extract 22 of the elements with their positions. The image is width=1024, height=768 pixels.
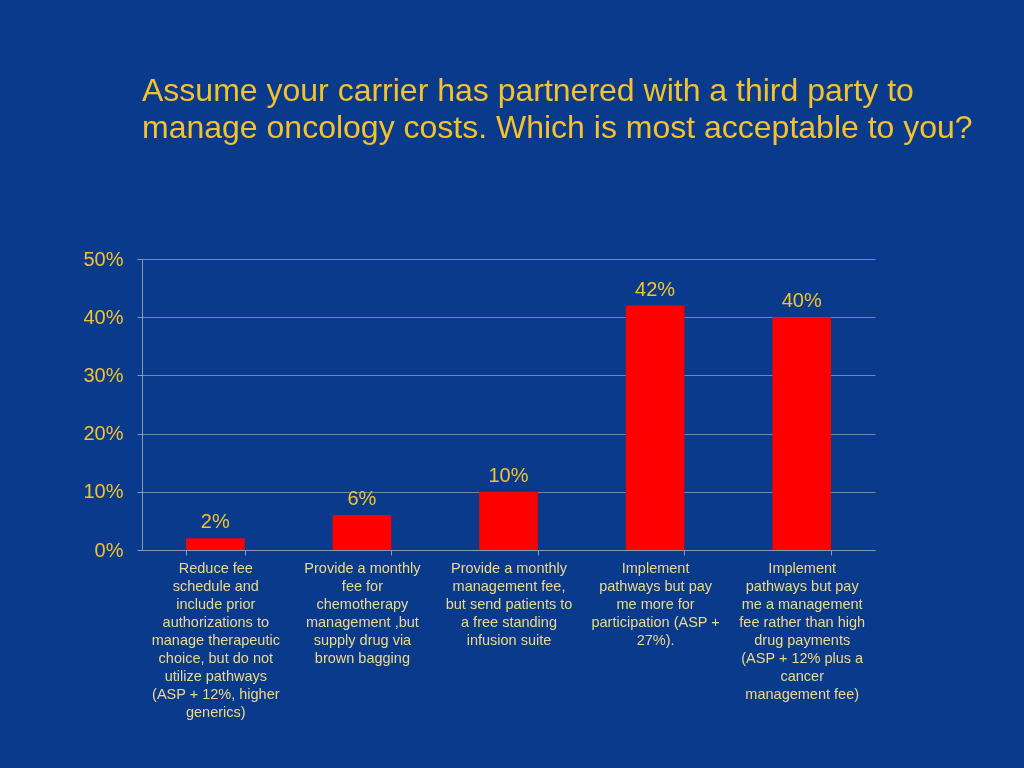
data-label: 10% [488, 463, 529, 486]
data-label: 2% [200, 510, 230, 533]
x-tick-label: Implement pathways but pay me a management fee rather than high drug payments (ASP + 12% plus a cancer management fee) [739, 559, 866, 702]
y-tick-label: 30% [83, 363, 124, 386]
bar [772, 317, 832, 550]
bar [185, 538, 245, 550]
bar [479, 491, 538, 550]
y-tick-label: 50% [83, 247, 124, 270]
bar [625, 305, 685, 550]
bar [332, 515, 392, 550]
chart-title: Assume your carrier has partnered with a third party to manage oncology costs. Which is most acceptable to you? [142, 72, 973, 145]
y-tick-label: 0% [94, 538, 124, 561]
y-tick-label: 40% [83, 305, 124, 328]
y-tick-label: 10% [83, 480, 124, 503]
y-tick-label: 20% [83, 422, 124, 445]
data-label: 6% [347, 487, 377, 510]
category-label: Reduce fee schedule and include prior authorizations to manage therapeutic choice, but do not utilize pathways (ASP + 12%, higher generics) [151, 559, 280, 720]
x-tick-label: Implement pathways but pay me more for participation (ASP + 27%). [591, 559, 720, 648]
data-label: 40% [781, 289, 822, 312]
data-label: 42% [635, 277, 676, 300]
x-tick-label: Provide a monthly fee for chemotherapy management ,but supply drug via brown bagging [304, 559, 422, 666]
x-tick-label: Provide a monthly management fee, but send patients to a free standing infusion suite [445, 559, 573, 648]
